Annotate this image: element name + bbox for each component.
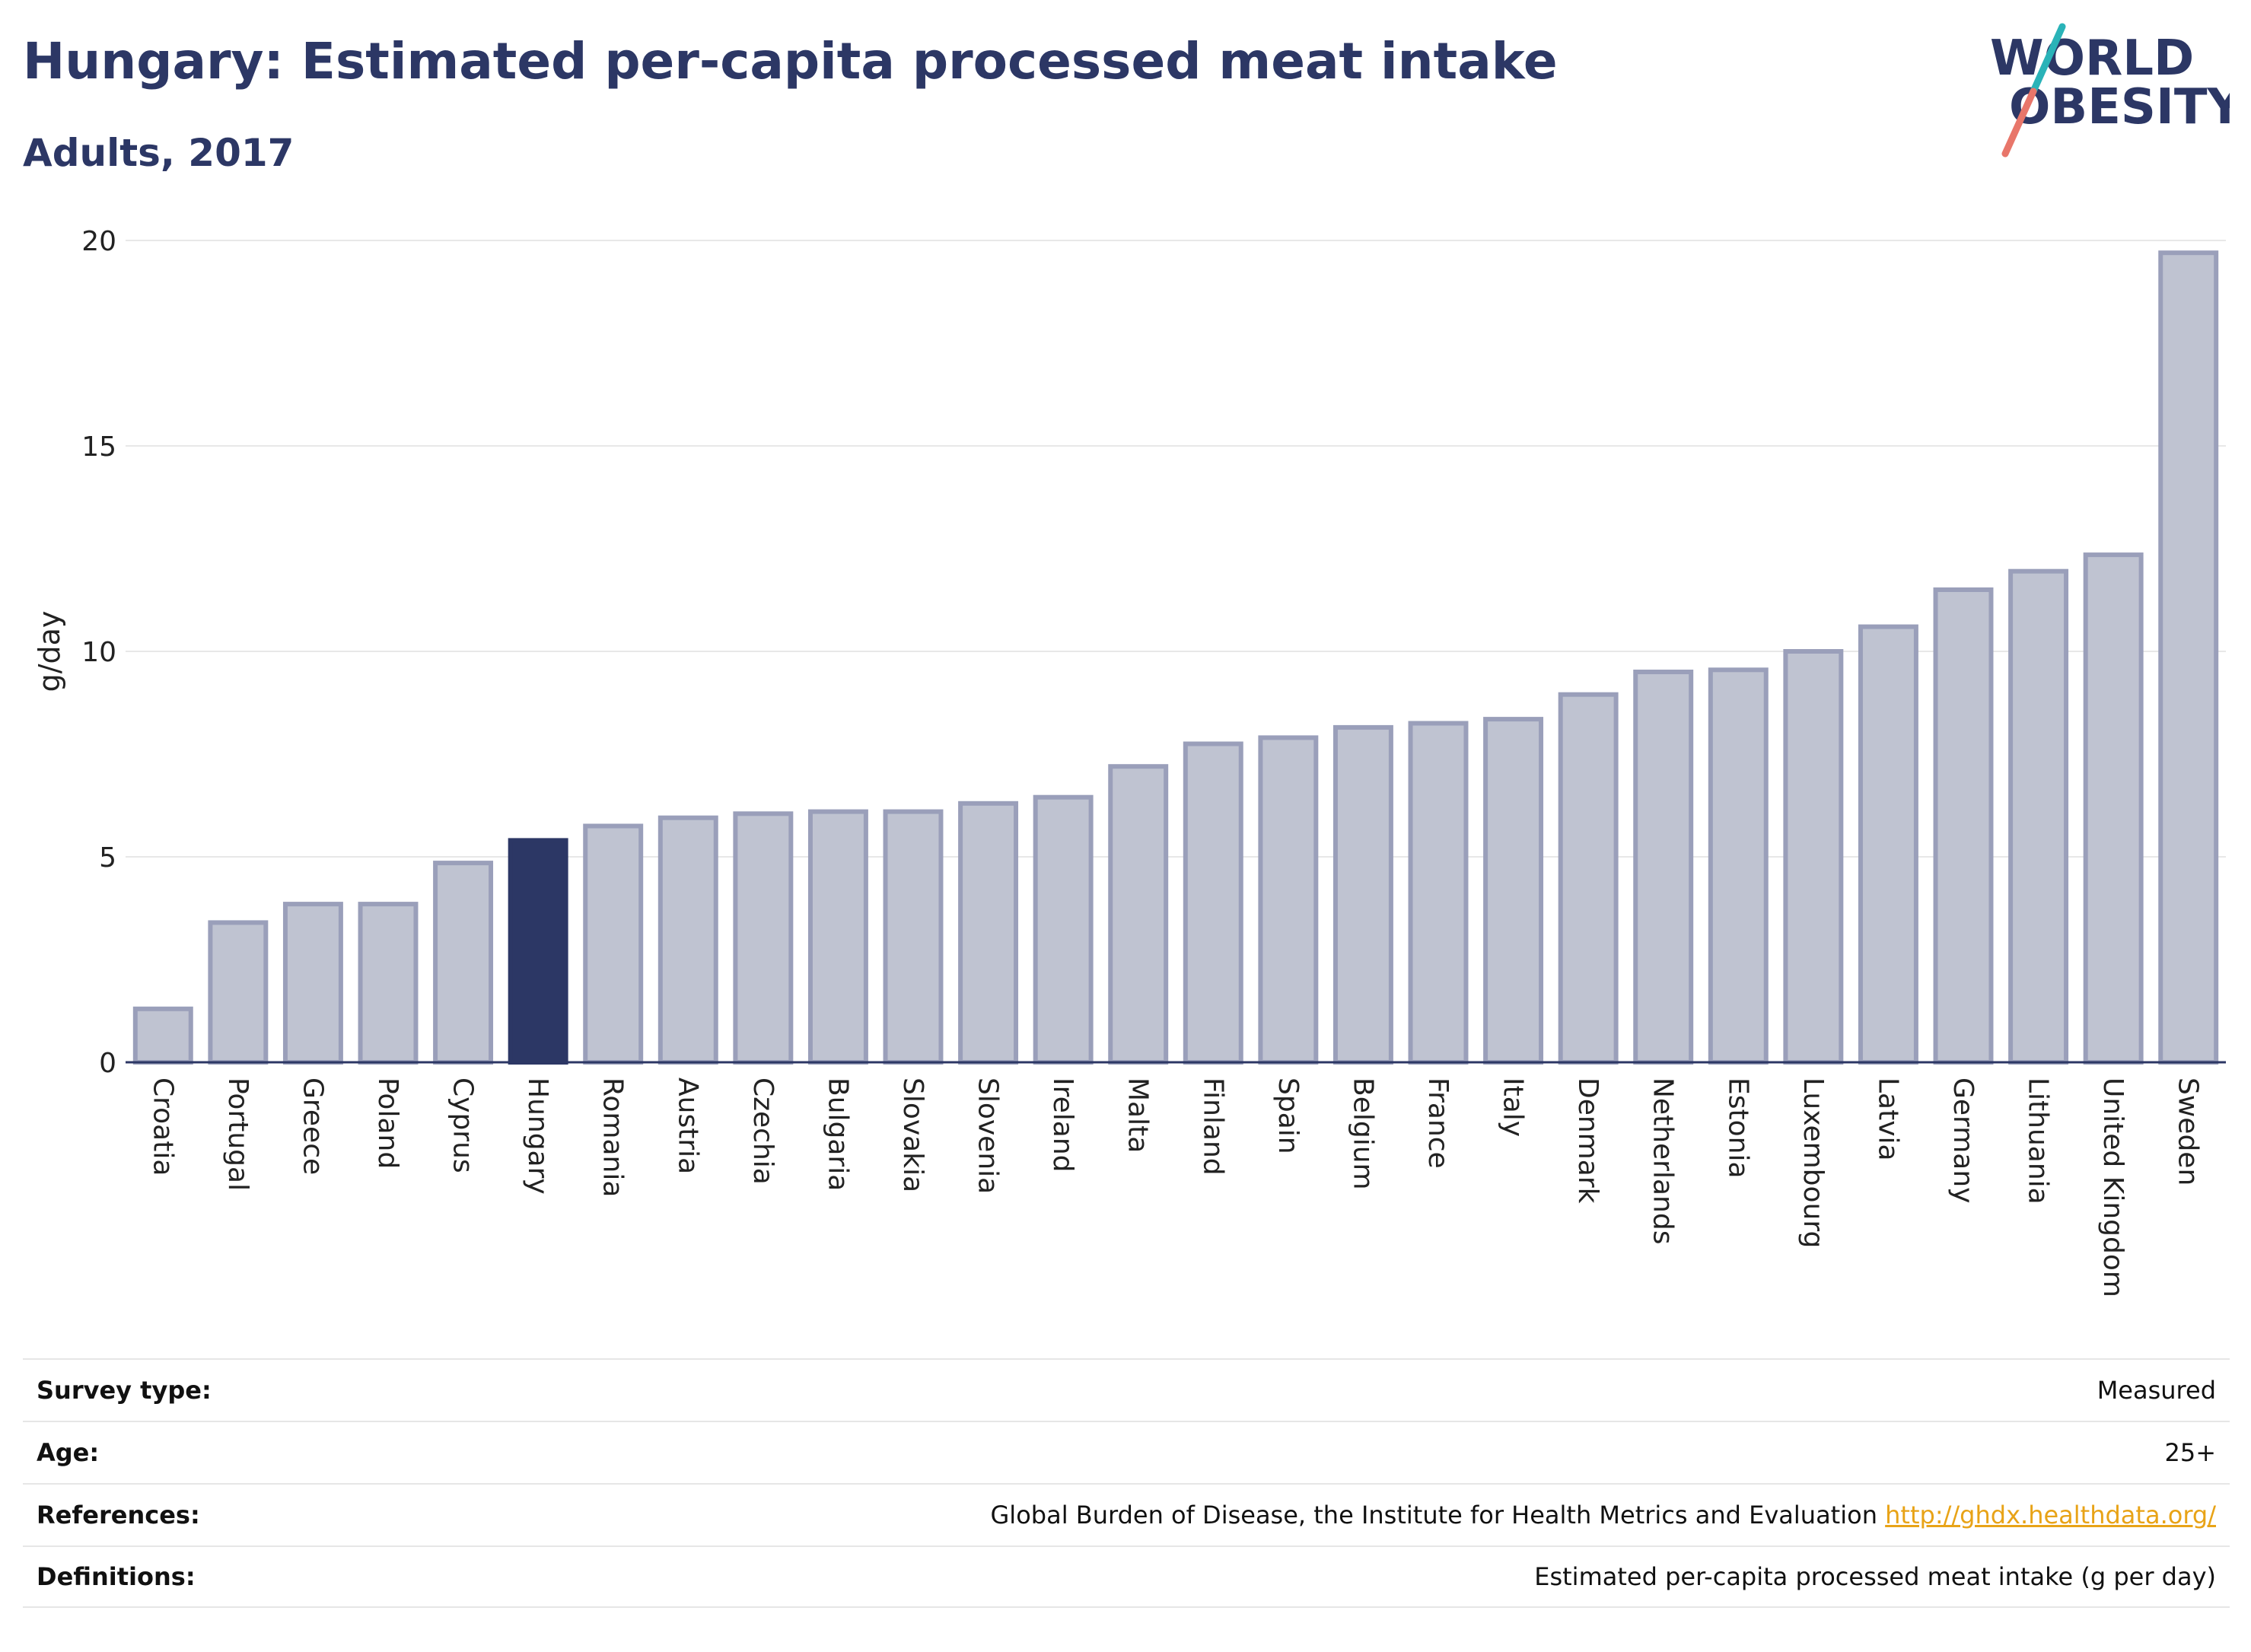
chart-title: Hungary: Estimated per-capita processed … [23, 32, 1558, 91]
bar-ireland [1033, 794, 1094, 1065]
x-tick-label: Hungary [522, 1077, 553, 1195]
x-tick-label: Slovakia [897, 1077, 928, 1192]
bar-hungary [508, 838, 568, 1065]
x-tick-label: Slovenia [973, 1077, 1004, 1194]
x-tick-label: Estonia [1722, 1077, 1753, 1179]
x-tick-label: Croatia [147, 1077, 178, 1176]
logo-line2: OBESITY [2009, 79, 2230, 135]
bar-denmark [1558, 692, 1619, 1065]
logo-line1: WORLD [1990, 30, 2194, 87]
bar-greece [282, 902, 343, 1065]
bar-latvia [1858, 624, 1918, 1065]
y-axis-label: g/day [33, 611, 66, 692]
bar-malta [1108, 764, 1169, 1065]
bar-slovakia [883, 809, 944, 1065]
meta-row-survey-type: Survey type: Measured [23, 1358, 2230, 1421]
bar-finland [1183, 741, 1243, 1065]
x-tick-label: Greece [297, 1077, 328, 1175]
definitions-label: Definitions: [37, 1562, 196, 1591]
bar-portugal [208, 920, 269, 1065]
bar-lithuania [2008, 568, 2069, 1065]
x-tick-label: Germany [1947, 1077, 1979, 1203]
y-tick-label: 20 [81, 226, 116, 257]
meta-row-references: References: Global Burden of Disease, th… [23, 1483, 2230, 1545]
bar-belgium [1332, 724, 1393, 1065]
x-tick-label: Cyprus [447, 1077, 479, 1173]
references-value-wrap: Global Burden of Disease, the Institute … [991, 1501, 2217, 1529]
chart-bars [132, 250, 2219, 1065]
x-tick-label: Poland [372, 1077, 403, 1169]
bar-germany [1933, 587, 1994, 1065]
references-label: References: [37, 1501, 200, 1529]
x-tick-label: Czechia [747, 1077, 778, 1185]
bar-united-kingdom [2083, 552, 2144, 1065]
x-tick-label: Netherlands [1648, 1077, 1679, 1244]
x-tick-label: Lithuania [2023, 1077, 2054, 1205]
logo-slash-teal [2030, 23, 2066, 95]
x-tick-label: Portugal [222, 1077, 253, 1191]
y-tick-label: 10 [81, 637, 116, 668]
bar-estonia [1708, 667, 1769, 1065]
x-tick-label: Spain [1272, 1077, 1304, 1154]
bar-croatia [132, 1006, 193, 1065]
bar-spain [1258, 735, 1319, 1065]
y-axis-ticks: 0 5 10 15 20 [81, 226, 116, 1079]
x-tick-label: France [1422, 1077, 1453, 1169]
bar-bulgaria [807, 809, 868, 1065]
bar-slovenia [958, 801, 1019, 1065]
x-tick-label: Sweden [2173, 1077, 2204, 1186]
y-tick-label: 5 [99, 842, 116, 874]
bar-czechia [733, 811, 794, 1065]
chart-subtitle: Adults, 2017 [23, 131, 295, 175]
x-tick-label: Italy [1498, 1077, 1529, 1137]
x-tick-label: Austria [672, 1077, 703, 1174]
y-tick-label: 0 [99, 1048, 116, 1079]
age-value: 25+ [2164, 1438, 2216, 1467]
bar-france [1408, 721, 1469, 1065]
bar-chart: 0 5 10 15 20 Croatia Portugal Greece Poland Cypr… [33, 226, 2226, 1297]
meta-row-age: Age: 25+ [23, 1421, 2230, 1483]
metadata-table: Survey type: Measured Age: 25+ Reference… [23, 1358, 2230, 1608]
references-value: Global Burden of Disease, the Institute … [990, 1501, 1877, 1529]
definitions-value: Estimated per-capita processed meat inta… [1534, 1562, 2216, 1591]
logo-slash-coral [2001, 88, 2037, 158]
y-tick-label: 15 [81, 431, 116, 463]
x-tick-label: United Kingdom [2097, 1077, 2128, 1297]
survey-type-label: Survey type: [37, 1376, 212, 1405]
x-tick-label: Belgium [1347, 1077, 1378, 1190]
x-tick-label: Ireland [1047, 1077, 1078, 1173]
x-tick-label: Denmark [1572, 1077, 1603, 1204]
bar-netherlands [1633, 670, 1694, 1065]
x-tick-label: Finland [1197, 1077, 1228, 1176]
meta-row-definitions: Definitions: Estimated per-capita proces… [23, 1545, 2230, 1608]
x-tick-label: Bulgaria [822, 1077, 853, 1191]
bar-sweden [2158, 250, 2219, 1065]
bar-italy [1483, 717, 1544, 1065]
bar-luxembourg [1783, 649, 1844, 1065]
x-tick-label: Luxembourg [1797, 1077, 1829, 1248]
x-axis-ticks: Croatia Portugal Greece Poland Cyprus Hungary… [147, 1077, 2203, 1297]
x-tick-label: Romania [597, 1077, 629, 1197]
x-tick-label: Malta [1122, 1077, 1154, 1153]
x-tick-label: Latvia [1872, 1077, 1903, 1161]
bar-austria [657, 815, 718, 1065]
world-obesity-logo: WORLD OBESITY [1990, 23, 2230, 158]
references-link[interactable]: http://ghdx.healthdata.org/ [1885, 1501, 2216, 1529]
bar-poland [358, 902, 419, 1065]
age-label: Age: [37, 1438, 100, 1467]
bar-romania [583, 823, 644, 1065]
bar-cyprus [433, 861, 494, 1065]
survey-type-value: Measured [2097, 1376, 2216, 1405]
